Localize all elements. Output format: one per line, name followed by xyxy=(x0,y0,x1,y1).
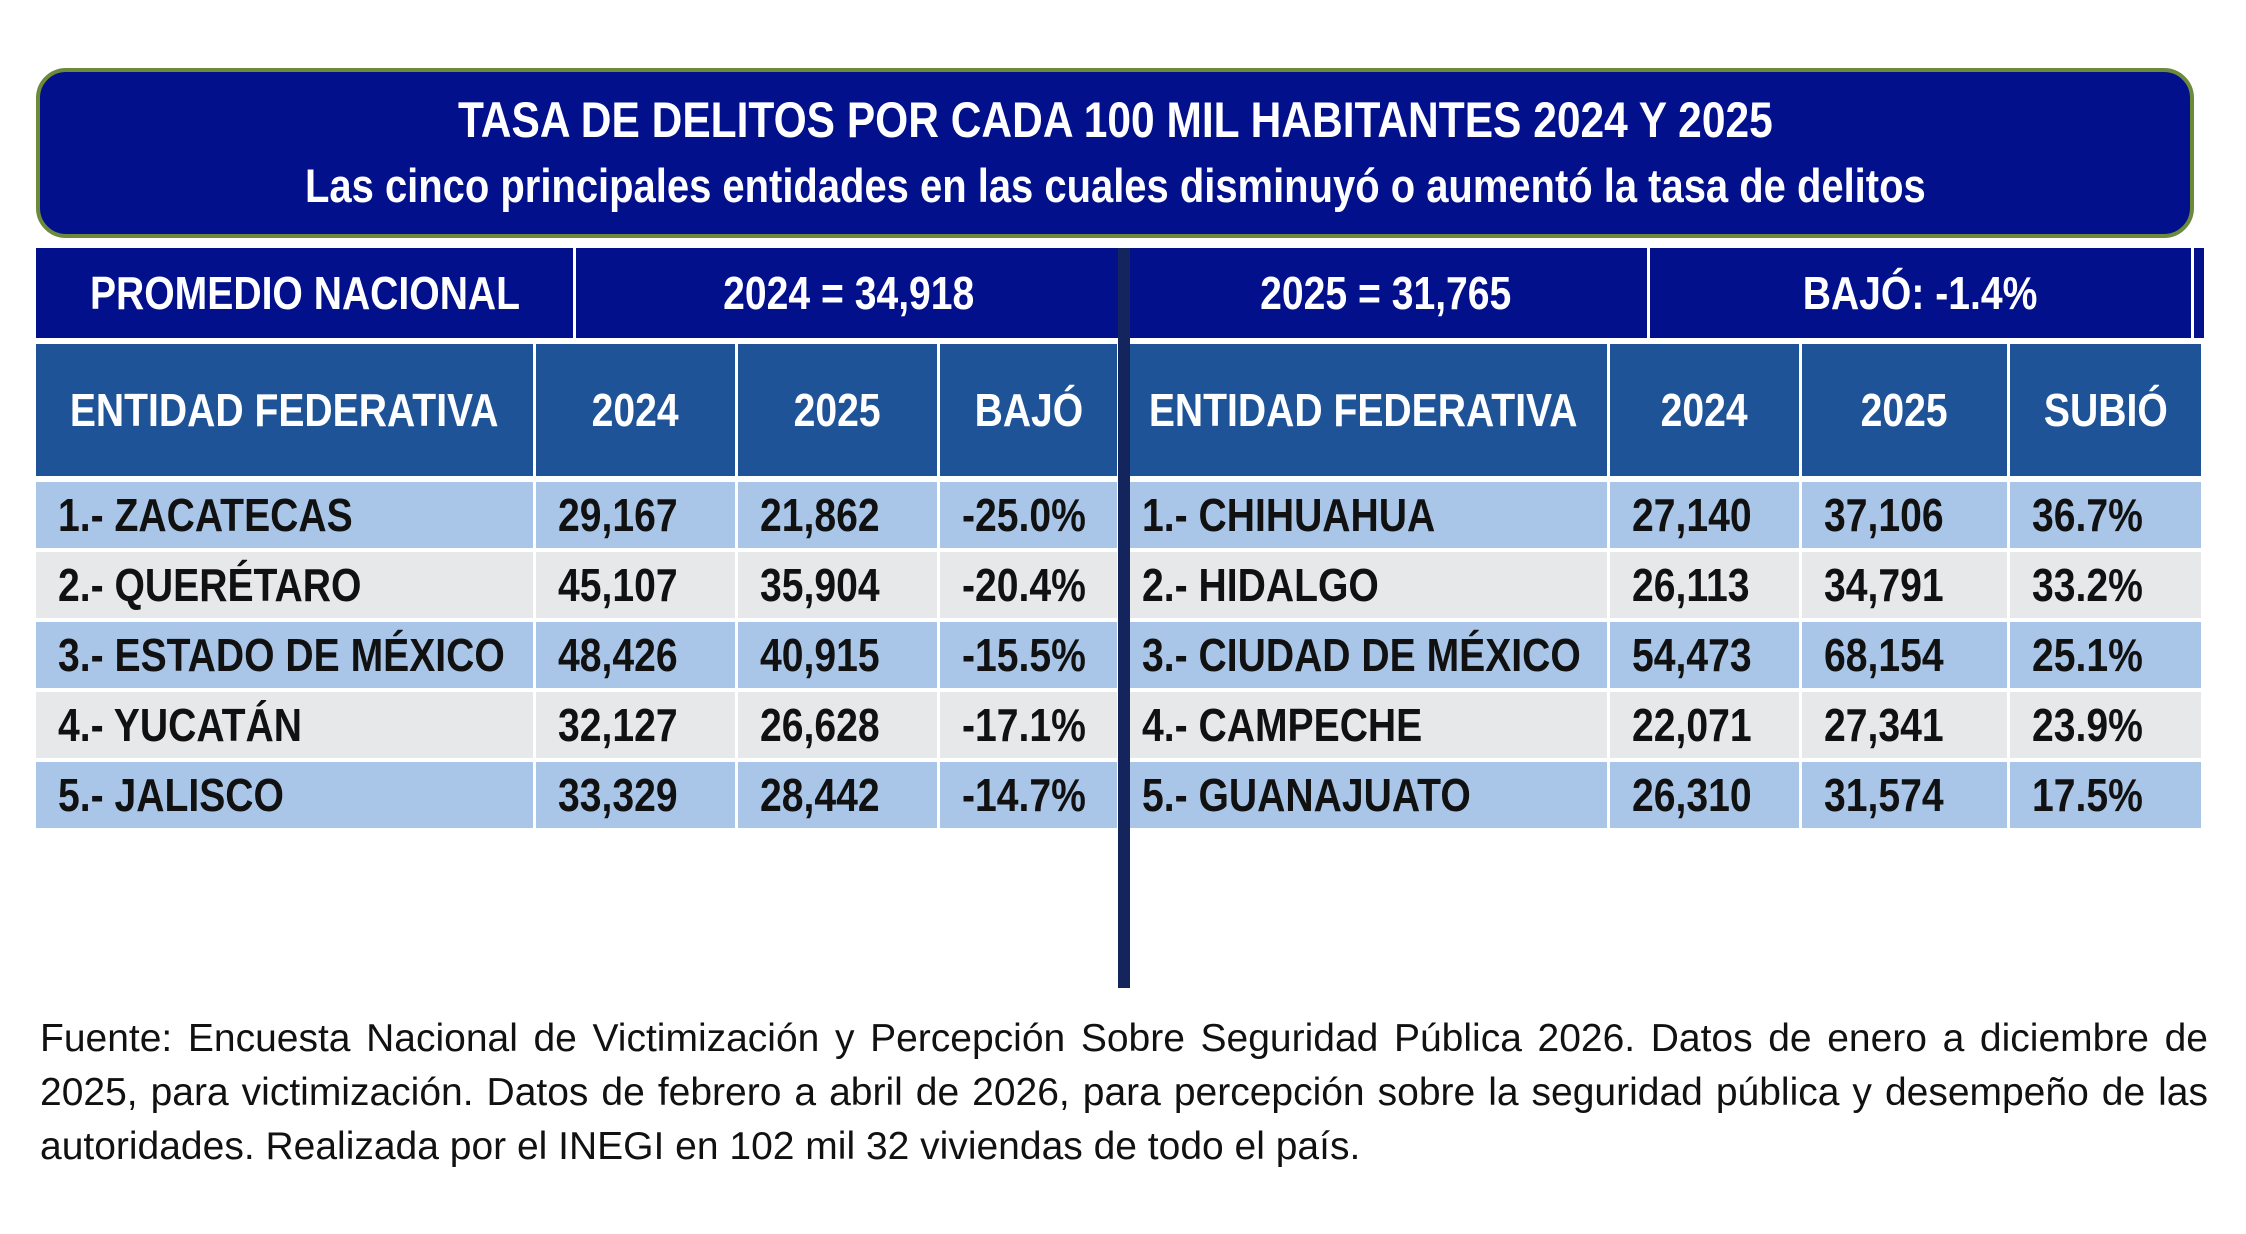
left-row-2-entity: 2.- QUERÉTARO xyxy=(36,552,536,622)
left-row-1-y2025: 21,862 xyxy=(738,482,940,552)
left-header-change: BAJÓ xyxy=(940,344,1120,482)
left-row-3-y2025: 40,915 xyxy=(738,622,940,692)
right-header-y2024: 2024 xyxy=(1610,344,1802,482)
right-row-5-change: 17.5% xyxy=(2010,762,2204,832)
left-row-3-change: -15.5% xyxy=(940,622,1120,692)
left-row-2-y2024: 45,107 xyxy=(536,552,738,622)
right-row-3-change: 25.1% xyxy=(2010,622,2204,692)
left-row-3-y2024: 48,426 xyxy=(536,622,738,692)
national-average-change: BAJÓ: -1.4% xyxy=(1650,248,2194,338)
right-row-1-entity: 1.- CHIHUAHUA xyxy=(1120,482,1610,552)
left-row-5-y2025: 28,442 xyxy=(738,762,940,832)
left-row-4-y2024: 32,127 xyxy=(536,692,738,762)
left-row-5-change: -14.7% xyxy=(940,762,1120,832)
subtitle: Las cinco principales entidades en las c… xyxy=(304,159,1926,212)
left-header-entity: ENTIDAD FEDERATIVA xyxy=(36,344,536,482)
left-row-4-change: -17.1% xyxy=(940,692,1120,762)
right-row-1-y2025: 37,106 xyxy=(1802,482,2010,552)
right-row-2-change: 33.2% xyxy=(2010,552,2204,622)
right-header-entity: ENTIDAD FEDERATIVA xyxy=(1120,344,1610,482)
right-row-5-y2025: 31,574 xyxy=(1802,762,2010,832)
main-title: TASA DE DELITOS POR CADA 100 MIL HABITAN… xyxy=(457,92,1773,148)
right-row-3-y2024: 54,473 xyxy=(1610,622,1802,692)
right-row-4-entity: 4.- CAMPECHE xyxy=(1120,692,1610,762)
left-row-1-entity: 1.- ZACATECAS xyxy=(36,482,536,552)
national-average-2024: 2024 = 34,918 xyxy=(576,248,1124,338)
right-row-5-y2024: 26,310 xyxy=(1610,762,1802,832)
right-row-1-change: 36.7% xyxy=(2010,482,2204,552)
left-row-5-y2024: 33,329 xyxy=(536,762,738,832)
left-row-1-y2024: 29,167 xyxy=(536,482,738,552)
right-row-4-y2024: 22,071 xyxy=(1610,692,1802,762)
right-row-4-y2025: 27,341 xyxy=(1802,692,2010,762)
source-note: Fuente: Encuesta Nacional de Victimizaci… xyxy=(40,1017,2208,1168)
left-row-1-change: -25.0% xyxy=(940,482,1120,552)
left-row-5-entity: 5.- JALISCO xyxy=(36,762,536,832)
right-row-3-y2025: 68,154 xyxy=(1802,622,2010,692)
right-row-1-y2024: 27,140 xyxy=(1610,482,1802,552)
right-row-2-entity: 2.- HIDALGO xyxy=(1120,552,1610,622)
left-row-4-y2025: 26,628 xyxy=(738,692,940,762)
right-header-change: SUBIÓ xyxy=(2010,344,2204,482)
right-header-y2025: 2025 xyxy=(1802,344,2010,482)
right-row-2-y2025: 34,791 xyxy=(1802,552,2010,622)
right-row-5-entity: 5.- GUANAJUATO xyxy=(1120,762,1610,832)
national-average-label: PROMEDIO NACIONAL xyxy=(36,248,576,338)
right-row-2-y2024: 26,113 xyxy=(1610,552,1802,622)
left-row-2-y2025: 35,904 xyxy=(738,552,940,622)
right-row-4-change: 23.9% xyxy=(2010,692,2204,762)
left-row-2-change: -20.4% xyxy=(940,552,1120,622)
national-average-2025: 2025 = 31,765 xyxy=(1124,248,1650,338)
title-banner: TASA DE DELITOS POR CADA 100 MIL HABITAN… xyxy=(36,68,2194,238)
right-row-3-entity: 3.- CIUDAD DE MÉXICO xyxy=(1120,622,1610,692)
left-row-3-entity: 3.- ESTADO DE MÉXICO xyxy=(36,622,536,692)
table-divider xyxy=(1118,248,1130,988)
left-header-y2025: 2025 xyxy=(738,344,940,482)
left-header-y2024: 2024 xyxy=(536,344,738,482)
crime-rate-table: ENTIDAD FEDERATIVA 2024 2025 BAJÓ ENTIDAD FE… xyxy=(36,344,2214,832)
left-row-4-entity: 4.- YUCATÁN xyxy=(36,692,536,762)
